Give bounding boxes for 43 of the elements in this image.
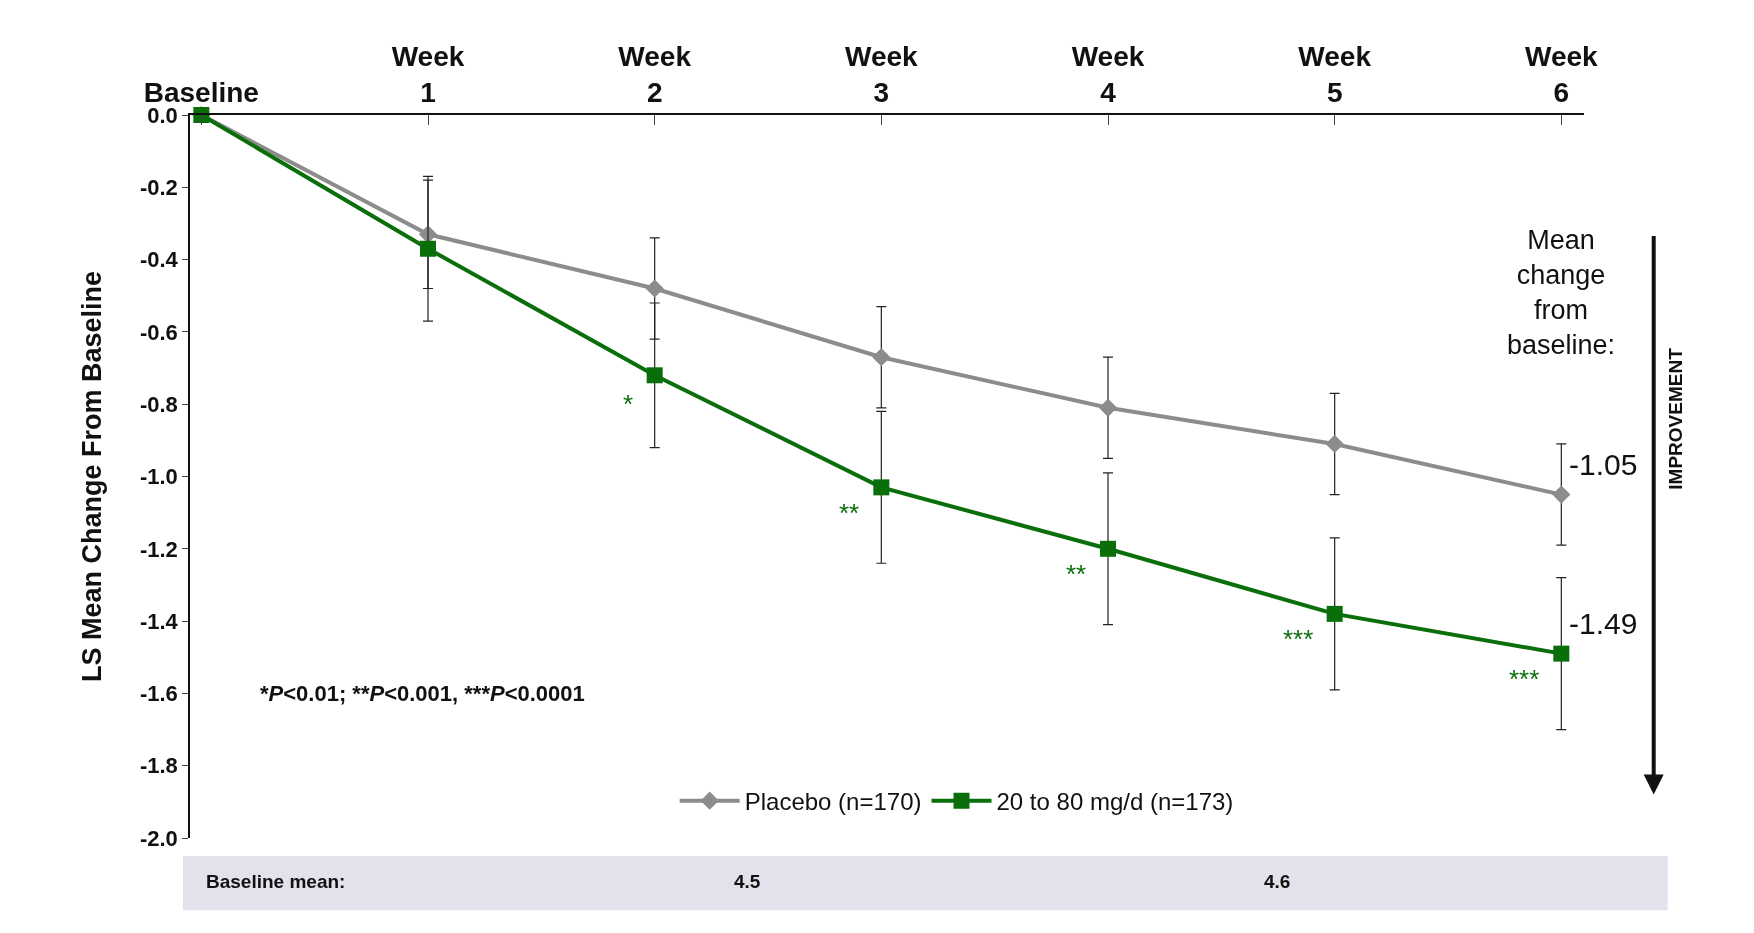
point — [1098, 398, 1118, 417]
y-axis-title: LS Mean Change From Baseline — [77, 270, 108, 683]
y-tick-label: -0.4 — [139, 247, 179, 273]
annotation: ** — [1066, 559, 1087, 589]
text: 4.6 — [1264, 871, 1291, 892]
annotation: -1.05 — [1569, 448, 1638, 481]
text: 4.5 — [734, 871, 761, 892]
y-tick-label: -0.8 — [139, 391, 178, 417]
annotation: *** — [1283, 624, 1314, 654]
legend-label: Placebo (n=170) — [744, 788, 922, 815]
y2-axis-title: IMPROVEMENT — [1665, 347, 1687, 490]
point — [1326, 605, 1343, 622]
point — [645, 279, 664, 298]
annotation: * — [623, 389, 634, 419]
y-tick-label: -0.2 — [139, 175, 178, 200]
legend-label: 20 to 80 mg/d (n=173) — [996, 788, 1234, 815]
y-tick-label: -1.0 — [139, 464, 178, 490]
annotation: ** — [839, 498, 860, 528]
y-tick-label: -1.4 — [139, 608, 179, 634]
point — [646, 367, 663, 384]
y-tick-label: -2.0 — [139, 825, 178, 851]
point — [1552, 485, 1571, 504]
x-tick-label: Week 2 — [618, 40, 692, 109]
point — [420, 240, 436, 257]
point — [873, 479, 890, 496]
y-tick-label: -1.6 — [139, 681, 178, 707]
x-tick-label: Week 6 — [1525, 40, 1599, 109]
x-tick-label: Week 1 — [391, 40, 465, 109]
y-tick-label: -1.8 — [139, 753, 178, 779]
text: Baseline mean: — [206, 871, 346, 892]
annotation: -1.49 — [1569, 607, 1638, 640]
x-tick-label: Week 5 — [1298, 40, 1372, 109]
x-tick-label: Week 3 — [845, 40, 919, 109]
point — [1553, 645, 1570, 662]
y-tick-label: -1.2 — [139, 536, 178, 562]
annotation: *** — [1509, 664, 1540, 694]
point — [872, 348, 891, 367]
text: *P<0.01; **P<0.001, ***P<0.0001 — [260, 681, 585, 706]
point — [1325, 434, 1344, 454]
y-tick-label: -0.6 — [139, 319, 178, 345]
point — [1100, 540, 1116, 557]
annotation: Mean change from baseline: — [1507, 225, 1616, 361]
x-tick-label: Week 4 — [1071, 40, 1145, 109]
